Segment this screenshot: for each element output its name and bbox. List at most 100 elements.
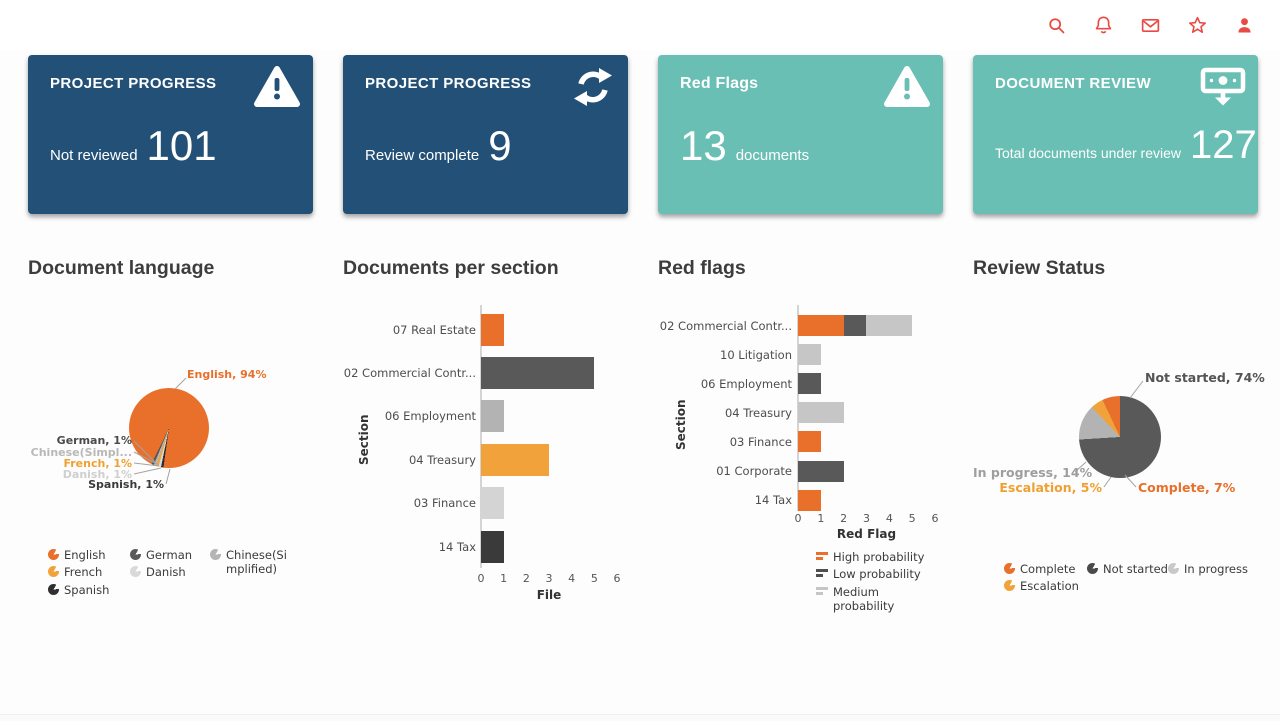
category-label: 02 Commercial Contr... — [659, 318, 792, 333]
bar-row: 02 Commercial Contr... — [658, 311, 943, 340]
kpi-value: 127 — [1190, 123, 1257, 167]
kpi-label: Not reviewed — [50, 147, 138, 164]
kpi-card-not-reviewed[interactable]: PROJECT PROGRESS Not reviewed 101 — [28, 55, 313, 214]
pie-callout: Not started, 74% — [1145, 370, 1265, 385]
notifications-bell-icon[interactable] — [1093, 15, 1114, 36]
bar-segment[interactable] — [798, 315, 844, 337]
legend-item-label: Chinese(Simplified) — [226, 548, 287, 577]
bar-track — [798, 460, 935, 482]
legend-item[interactable]: Not started — [1087, 562, 1168, 576]
review-status-pie[interactable] — [1079, 396, 1161, 478]
legend-item[interactable]: English — [48, 548, 130, 562]
axis-tick: 6 — [613, 572, 621, 585]
bar-segment[interactable] — [798, 344, 821, 366]
bar-segment[interactable] — [843, 315, 867, 337]
banknote-download-icon — [1200, 67, 1246, 106]
pie-callout: German, 1% — [56, 434, 132, 447]
language-legend: English French Spanish German Danish Chinese(… — [48, 548, 290, 600]
bar-track — [798, 315, 935, 337]
search-icon[interactable] — [1046, 15, 1067, 36]
pie-marker-icon — [48, 583, 59, 595]
axis-tick: 0 — [794, 512, 802, 525]
bar-row: 01 Corporate — [658, 456, 943, 485]
bar-segment[interactable] — [481, 357, 595, 390]
bar-track — [798, 344, 935, 366]
favorites-star-icon[interactable] — [1187, 15, 1208, 36]
kpi-row: Review complete 9 — [365, 125, 512, 167]
pie-marker-icon — [130, 549, 141, 560]
bar-row: 03 Finance — [658, 427, 943, 456]
bar-segment[interactable] — [798, 402, 844, 424]
card-title: PROJECT PROGRESS — [365, 75, 532, 92]
bar-segment[interactable] — [481, 443, 549, 476]
category-label: 14 Tax — [754, 493, 792, 508]
legend-item[interactable]: German — [130, 548, 210, 562]
bar-track — [798, 402, 935, 424]
axis-tick: 0 — [477, 572, 485, 585]
bar-segment[interactable] — [866, 315, 913, 337]
legend-item[interactable]: High probability — [816, 550, 943, 564]
pie-callout: In progress, 14% — [973, 465, 1093, 480]
bar-segment[interactable] — [481, 530, 504, 563]
bar-track — [798, 431, 935, 453]
kpi-label: Review complete — [365, 147, 480, 164]
bar-track — [481, 357, 617, 390]
axis-tick: 2 — [522, 572, 530, 585]
bar-row: 02 Commercial Contr... — [343, 351, 628, 394]
bar-segment[interactable] — [798, 460, 844, 482]
bars-marker-icon — [816, 586, 828, 595]
legend-item[interactable]: Escalation — [1004, 579, 1087, 593]
axis-tick: 6 — [931, 512, 939, 525]
bar-row: 06 Employment — [658, 369, 943, 398]
bars-marker-icon — [816, 552, 828, 560]
bar-row: 14 Tax — [658, 486, 943, 515]
legend-item[interactable]: Spanish — [48, 583, 130, 597]
document-language-chart: Document language English, 94% German, 1… — [28, 250, 313, 650]
bar-track — [798, 373, 935, 395]
kpi-card-document-review[interactable]: DOCUMENT REVIEW Total documents under re… — [973, 55, 1258, 214]
x-axis-ticks: 0 1 2 3 4 5 6 — [794, 512, 939, 526]
document-language-pie[interactable] — [129, 388, 209, 468]
documents-per-section-chart: Documents per section Section 07 Real Es… — [343, 250, 628, 650]
bar-segment[interactable] — [798, 489, 821, 511]
category-label: 01 Corporate — [716, 464, 792, 479]
bar-segment[interactable] — [481, 487, 504, 520]
legend-item-label: Low probability — [833, 567, 921, 582]
legend-item[interactable]: Low probability — [816, 567, 943, 581]
kpi-value: 9 — [488, 122, 512, 169]
legend-item[interactable]: Medium probability — [816, 585, 943, 614]
category-label: 04 Treasury — [408, 452, 476, 467]
kpi-card-review-complete[interactable]: PROJECT PROGRESS Review complete 9 — [343, 55, 628, 214]
axis-tick: 4 — [885, 512, 893, 525]
legend-item[interactable]: Chinese(Simplified) — [210, 548, 290, 577]
kpi-card-red-flags[interactable]: Red Flags 13 documents — [658, 55, 943, 214]
chart-title: Review Status — [973, 257, 1106, 279]
legend-item[interactable]: French — [48, 565, 130, 579]
card-title: DOCUMENT REVIEW — [995, 75, 1151, 92]
warning-triangle-icon — [254, 66, 300, 107]
account-person-icon[interactable] — [1234, 15, 1255, 36]
legend-item[interactable]: Danish — [130, 565, 210, 579]
bar-segment[interactable] — [798, 431, 821, 453]
x-axis-label: File — [536, 588, 562, 602]
bar-row: 04 Treasury — [343, 438, 628, 481]
window-bottom-edge — [0, 714, 1280, 721]
legend-item[interactable]: Complete — [1004, 562, 1087, 576]
pie-callout: French, 1% — [63, 457, 132, 470]
axis-tick: 1 — [500, 572, 508, 585]
axis-tick: 4 — [568, 572, 576, 585]
kpi-value: 101 — [146, 122, 217, 169]
bar-track — [798, 489, 935, 511]
chart-title: Documents per section — [343, 257, 559, 279]
bar-rows: 07 Real Estate 02 Commercial Contr... 06 E… — [343, 308, 628, 568]
bar-segment[interactable] — [798, 373, 821, 395]
bar-row: 03 Finance — [343, 482, 628, 525]
bar-rows: 02 Commercial Contr... 10 Litigation 06 Em… — [658, 311, 943, 515]
legend-item-label: High probability — [833, 550, 925, 564]
legend-item[interactable]: In progress — [1168, 562, 1248, 576]
chart-title: Document language — [28, 257, 215, 279]
bar-segment[interactable] — [481, 400, 504, 433]
category-label: 03 Finance — [413, 496, 476, 511]
messages-envelope-icon[interactable] — [1140, 15, 1161, 36]
bar-segment[interactable] — [481, 313, 504, 346]
